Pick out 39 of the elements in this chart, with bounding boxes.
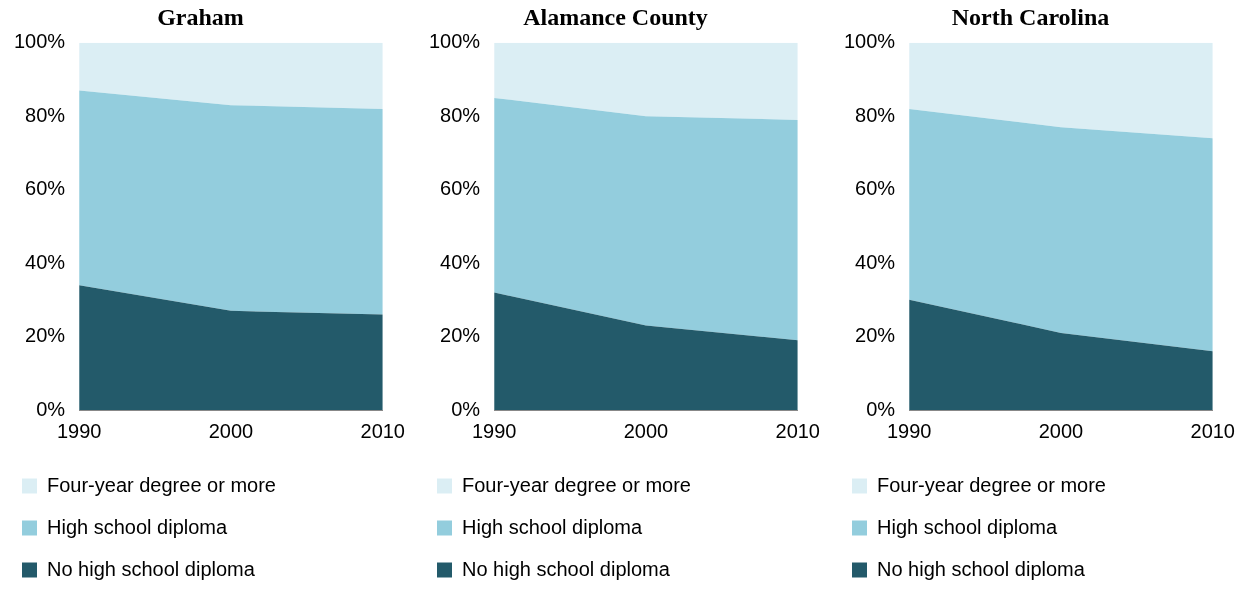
y-tick-label: 80% [855, 103, 896, 126]
x-tick-label: 2010 [1190, 419, 1235, 442]
y-tick-label: 80% [440, 103, 481, 126]
x-tick-label: 2000 [623, 419, 669, 442]
legend-label: High school diploma [462, 515, 643, 538]
y-tick-label: 40% [25, 250, 66, 273]
x-tick-label: 2000 [208, 419, 254, 442]
chart-title: North Carolina [951, 3, 1110, 30]
y-tick-label: 60% [440, 177, 481, 200]
y-tick-label: 100% [844, 30, 896, 53]
x-tick-label: 2010 [775, 419, 820, 442]
legend-label: No high school diploma [47, 557, 256, 580]
legend-label: Four-year degree or more [462, 473, 691, 496]
x-tick-label: 1990 [886, 419, 932, 442]
y-tick-label: 80% [25, 103, 66, 126]
y-tick-label: 0% [866, 397, 896, 420]
legend-label: High school diploma [877, 515, 1058, 538]
legend-label: Four-year degree or more [47, 473, 276, 496]
legend-label: Four-year degree or more [877, 473, 1106, 496]
legend-label: No high school diploma [877, 557, 1086, 580]
x-tick-label: 1990 [471, 419, 517, 442]
y-tick-label: 40% [440, 250, 481, 273]
y-tick-label: 20% [855, 324, 896, 347]
legend-label: High school diploma [47, 515, 228, 538]
chart-title: Graham [157, 3, 244, 30]
y-tick-label: 20% [25, 324, 66, 347]
legend-label: No high school diploma [462, 557, 671, 580]
y-tick-label: 0% [451, 397, 481, 420]
y-tick-label: 0% [36, 397, 66, 420]
y-tick-label: 100% [14, 30, 66, 53]
y-tick-label: 60% [855, 177, 896, 200]
x-tick-label: 2000 [1038, 419, 1084, 442]
y-tick-label: 20% [440, 324, 481, 347]
y-tick-label: 60% [25, 177, 66, 200]
y-tick-label: 100% [429, 30, 481, 53]
x-tick-label: 1990 [56, 419, 102, 442]
y-tick-label: 40% [855, 250, 896, 273]
x-tick-label: 2010 [360, 419, 405, 442]
chart-title: Alamance County [523, 3, 708, 30]
